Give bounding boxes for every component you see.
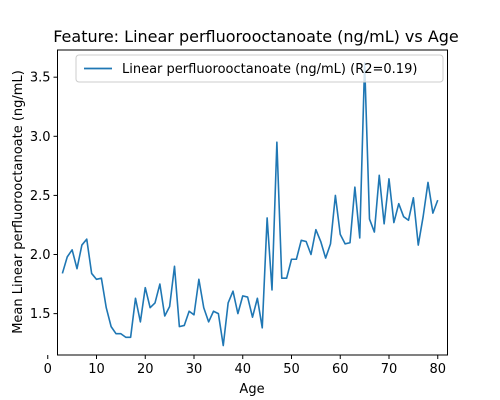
axis-ticks: 0 10 20 30 40 50 60 70 80 1.5 2.0 2.5 3.0 3.5 bbox=[30, 71, 446, 377]
x-axis-title: Age bbox=[239, 382, 264, 397]
legend-label: Linear perfluorooctanoate (ng/mL) (R2=0.… bbox=[122, 62, 417, 77]
x-tick-label: 10 bbox=[88, 362, 105, 377]
legend-box bbox=[75, 54, 444, 83]
series-group bbox=[61, 62, 439, 347]
chart-title: Feature: Linear perfluorooctanoate (ng/m… bbox=[53, 27, 459, 46]
y-axis-title: Mean Linear perfluorooctanoate (ng/mL) bbox=[11, 70, 26, 334]
plot-frame bbox=[57, 49, 448, 356]
plot-area bbox=[57, 50, 448, 355]
x-tick-label: 0 bbox=[44, 362, 52, 377]
x-tick-label: 40 bbox=[234, 362, 251, 377]
x-tick-label: 80 bbox=[429, 362, 446, 377]
y-tick-label: 2.0 bbox=[30, 248, 51, 263]
x-tick-label: 20 bbox=[137, 362, 154, 377]
y-tick-label: 3.0 bbox=[30, 130, 51, 145]
x-tick-label: 70 bbox=[381, 362, 398, 377]
y-tick-label: 2.5 bbox=[30, 189, 51, 204]
y-tick-label: 3.5 bbox=[30, 71, 51, 86]
series-line bbox=[61, 62, 439, 347]
x-tick-label: 60 bbox=[332, 362, 349, 377]
legend: Linear perfluorooctanoate (ng/mL) (R2=0.… bbox=[75, 54, 444, 83]
x-tick-label: 50 bbox=[283, 362, 300, 377]
y-tick-label: 1.5 bbox=[30, 307, 51, 322]
x-tick-label: 30 bbox=[186, 362, 203, 377]
